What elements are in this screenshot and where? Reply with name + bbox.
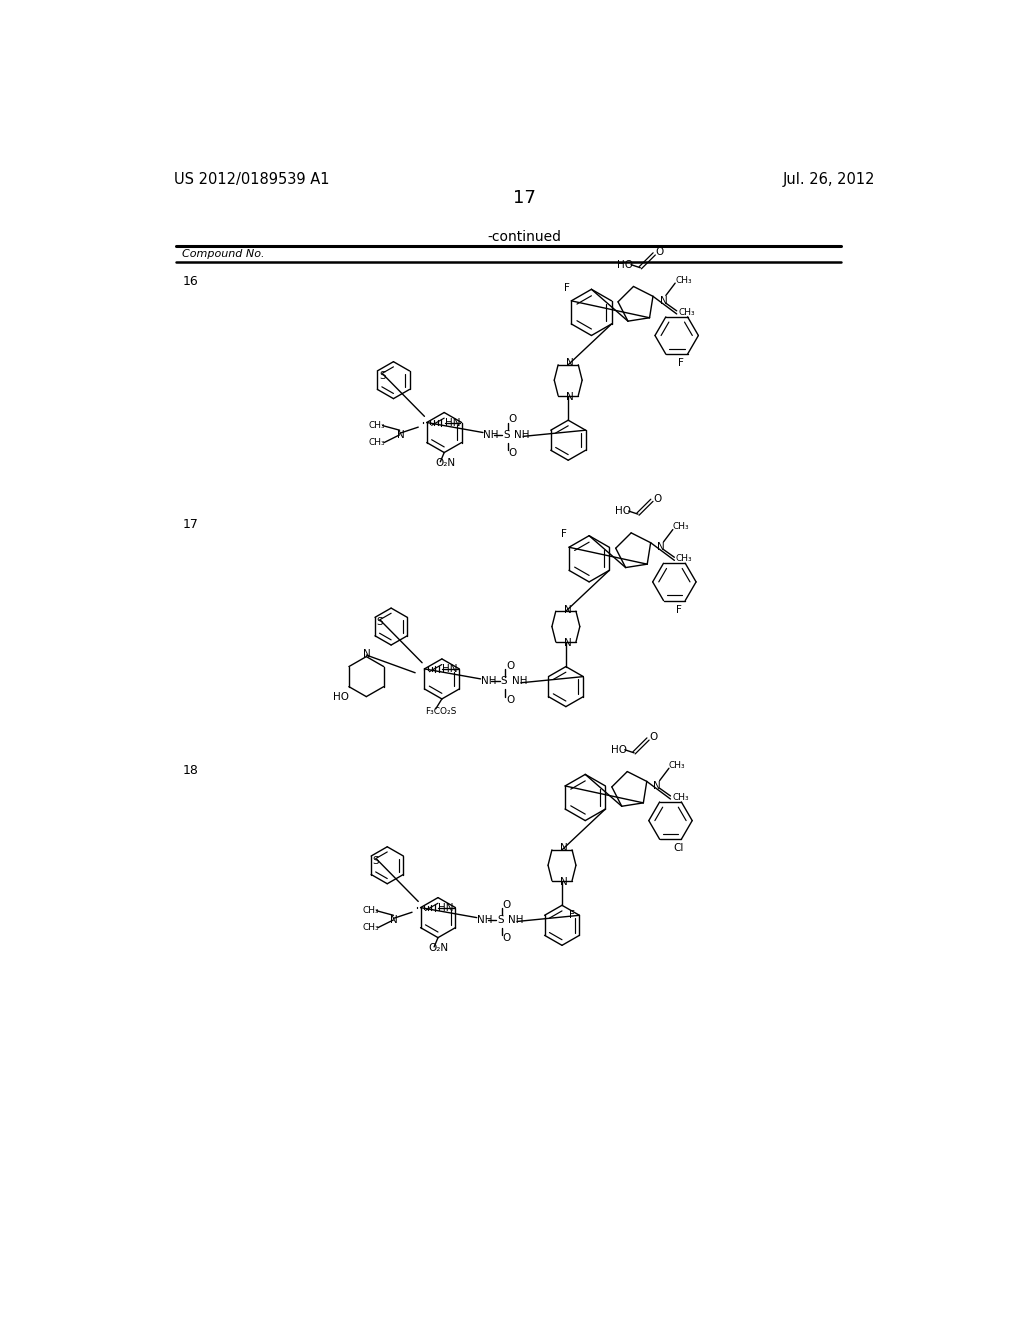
Text: CH₃: CH₃ [362, 923, 379, 932]
Text: O: O [509, 449, 517, 458]
Text: HN: HN [438, 903, 454, 912]
Text: F: F [678, 358, 684, 368]
Text: NH: NH [483, 430, 499, 440]
Text: N: N [653, 781, 662, 791]
Text: O: O [506, 661, 514, 671]
Text: F: F [676, 605, 682, 615]
Text: N: N [563, 605, 571, 615]
Text: O: O [653, 494, 662, 504]
Text: N: N [396, 430, 404, 440]
Text: CH₃: CH₃ [678, 308, 695, 317]
Text: CH₃: CH₃ [675, 276, 692, 285]
Text: CH₃: CH₃ [676, 554, 692, 564]
Text: O: O [649, 733, 657, 742]
Text: N: N [560, 843, 567, 853]
Text: CH₃: CH₃ [362, 907, 379, 915]
Text: F: F [561, 529, 567, 539]
Text: NH: NH [512, 676, 527, 686]
Text: CH₃: CH₃ [673, 521, 689, 531]
Text: N: N [566, 358, 573, 368]
Text: N: N [563, 639, 571, 648]
Text: S: S [503, 430, 510, 440]
Text: O: O [503, 899, 511, 909]
Text: O₂N: O₂N [435, 458, 455, 469]
Text: S: S [379, 371, 385, 380]
Text: O₂N: O₂N [429, 944, 449, 953]
Text: F: F [563, 282, 569, 293]
Text: 18: 18 [182, 764, 198, 777]
Text: Cl: Cl [674, 843, 684, 853]
Text: O: O [503, 933, 511, 944]
Text: O: O [655, 247, 664, 257]
Text: CH₃: CH₃ [672, 793, 689, 803]
Text: NH: NH [480, 676, 496, 686]
Text: CH₃: CH₃ [369, 421, 385, 430]
Text: N: N [657, 543, 665, 552]
Text: 17: 17 [513, 190, 537, 207]
Text: HN: HN [444, 417, 460, 428]
Text: NH: NH [514, 430, 529, 440]
Text: CH₃: CH₃ [369, 438, 385, 447]
Text: S: S [497, 915, 504, 925]
Text: -continued: -continued [487, 230, 562, 244]
Text: N: N [364, 648, 371, 659]
Text: Jul. 26, 2012: Jul. 26, 2012 [782, 173, 876, 187]
Text: O: O [506, 694, 514, 705]
Text: HO: HO [333, 692, 349, 702]
Text: HO: HO [614, 506, 631, 516]
Text: NH: NH [508, 915, 523, 925]
Text: N: N [659, 296, 668, 306]
Text: F: F [568, 911, 574, 920]
Text: 17: 17 [182, 517, 198, 531]
Text: S: S [373, 855, 379, 866]
Text: S: S [377, 616, 383, 627]
Text: CH₃: CH₃ [669, 760, 686, 770]
Text: O: O [509, 414, 517, 425]
Text: S: S [501, 676, 508, 686]
Text: N: N [390, 915, 398, 925]
Text: N: N [560, 878, 567, 887]
Text: US 2012/0189539 A1: US 2012/0189539 A1 [174, 173, 330, 187]
Text: F₃CO₂S: F₃CO₂S [425, 706, 457, 715]
Text: HO: HO [611, 744, 627, 755]
Text: 16: 16 [182, 275, 198, 288]
Text: Compound No.: Compound No. [182, 249, 265, 259]
Text: HO: HO [617, 260, 633, 269]
Text: N: N [566, 392, 573, 403]
Text: HN: HN [442, 664, 458, 675]
Text: NH: NH [477, 915, 493, 925]
